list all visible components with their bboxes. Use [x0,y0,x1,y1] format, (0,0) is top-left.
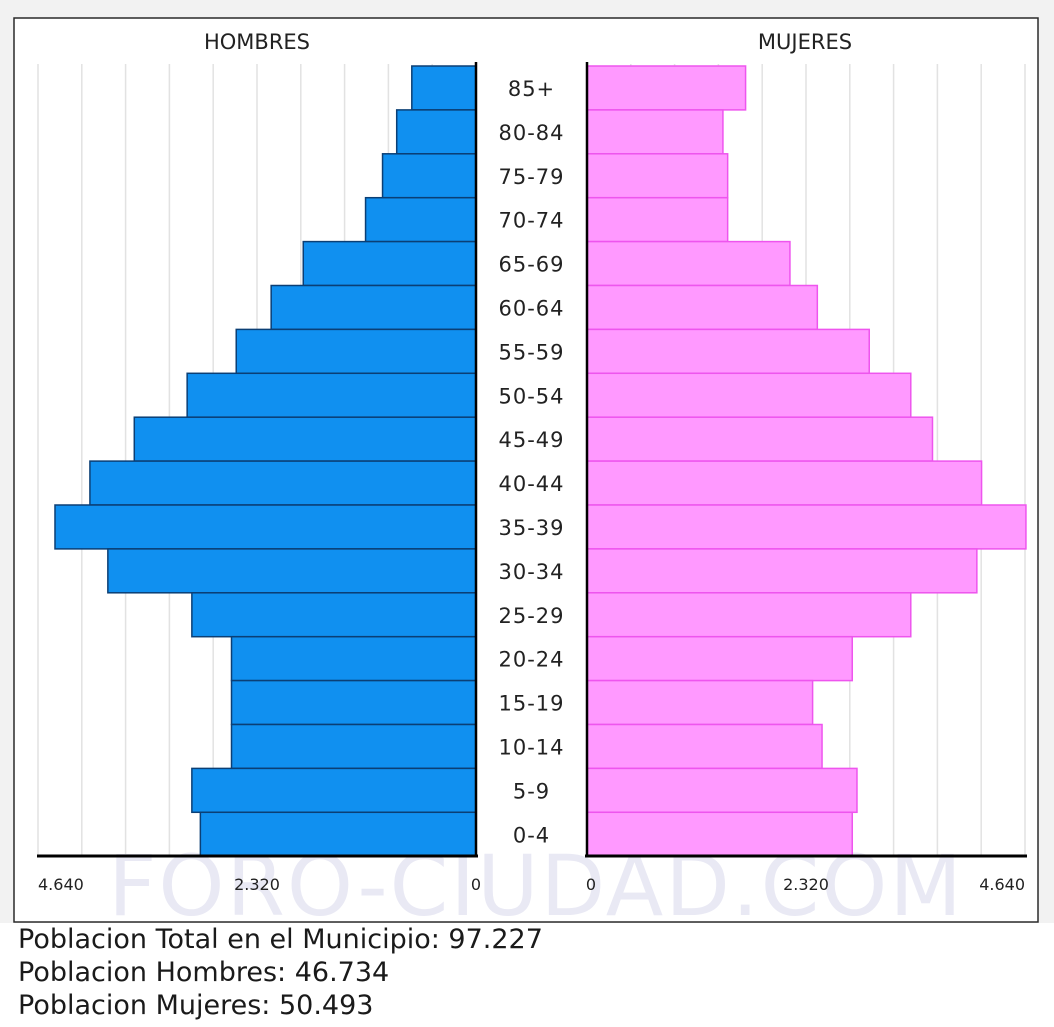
bar-mujeres-80-84 [586,109,724,155]
bar-hombres-10-14 [230,723,477,770]
bar-mujeres-20-24 [586,635,854,682]
bar-mujeres-65-69 [586,240,791,287]
stat-women-population: Poblacion Mujeres: 50.493 [18,990,374,1021]
age-label: 65-69 [498,253,564,277]
bar-hombres-55-59 [235,328,477,375]
age-label: 25-29 [498,604,564,628]
age-label: 75-79 [498,165,564,189]
age-label: 50-54 [498,384,564,408]
age-label: 35-39 [498,516,564,540]
x-tick-labels: 4.640 2.320 0 0 2.320 4.640 [38,875,1025,894]
tick-left-mid: 2.320 [234,875,280,894]
bar-mujeres-0-4 [586,811,854,857]
bar-mujeres-15-19 [586,679,814,726]
bar-hombres-70-74 [364,196,477,243]
age-label: 80-84 [498,121,564,145]
age-label: 20-24 [498,648,564,672]
stat-total-population: Poblacion Total en el Municipio: 97.227 [18,924,543,955]
bar-hombres-15-19 [230,679,477,726]
stat-men-population: Poblacion Hombres: 46.734 [18,957,390,988]
bar-hombres-30-34 [107,548,477,594]
bar-mujeres-50-54 [586,372,912,418]
stats-background [0,923,1054,1027]
age-label: 55-59 [498,340,564,364]
age-label: 40-44 [498,472,564,496]
bar-hombres-50-54 [186,372,477,418]
age-label: 10-14 [498,735,564,759]
tick-right-mid: 2.320 [783,875,829,894]
bar-hombres-20-24 [230,635,477,682]
bar-hombres-5-9 [191,767,477,814]
bar-mujeres-35-39 [586,504,1027,550]
bar-mujeres-40-44 [586,460,983,506]
bar-hombres-45-49 [133,416,477,462]
bar-hombres-0-4 [199,811,477,857]
hombres-bars [54,65,477,857]
tick-right-max: 4.640 [979,875,1025,894]
bar-mujeres-10-14 [586,723,823,770]
tick-right-zero: 0 [586,875,596,894]
bar-hombres-35-39 [54,504,477,550]
right-header: MUJERES [758,30,852,54]
tick-left-max: 4.640 [38,875,84,894]
bar-mujeres-45-49 [586,416,934,462]
bar-mujeres-30-34 [586,548,978,594]
bar-mujeres-75-79 [586,153,729,199]
left-header: HOMBRES [204,30,310,54]
age-label: 5-9 [513,779,550,803]
mujeres-bars [586,65,1027,857]
bar-hombres-85+ [411,65,477,111]
age-label: 45-49 [498,428,564,452]
age-label: 15-19 [498,692,564,716]
age-label: 85+ [508,77,555,101]
bar-mujeres-60-64 [586,284,819,331]
bar-hombres-40-44 [89,460,477,506]
age-label: 30-34 [498,560,564,584]
bar-mujeres-25-29 [586,592,912,638]
bar-mujeres-85+ [586,65,747,111]
bar-hombres-75-79 [381,153,477,199]
bar-hombres-65-69 [302,240,477,287]
bar-mujeres-70-74 [586,196,729,243]
age-label: 70-74 [498,209,564,233]
age-label: 0-4 [513,823,550,847]
bar-hombres-25-29 [191,592,477,638]
bar-mujeres-55-59 [586,328,870,375]
bar-mujeres-5-9 [586,767,858,814]
bar-hombres-60-64 [270,284,477,331]
age-label: 60-64 [498,296,564,320]
tick-left-zero: 0 [471,875,481,894]
age-group-labels: 85+ 80-84 75-79 70-74 65-69 60-64 55-59 50-54 45… [498,77,564,847]
bar-hombres-80-84 [395,109,477,155]
